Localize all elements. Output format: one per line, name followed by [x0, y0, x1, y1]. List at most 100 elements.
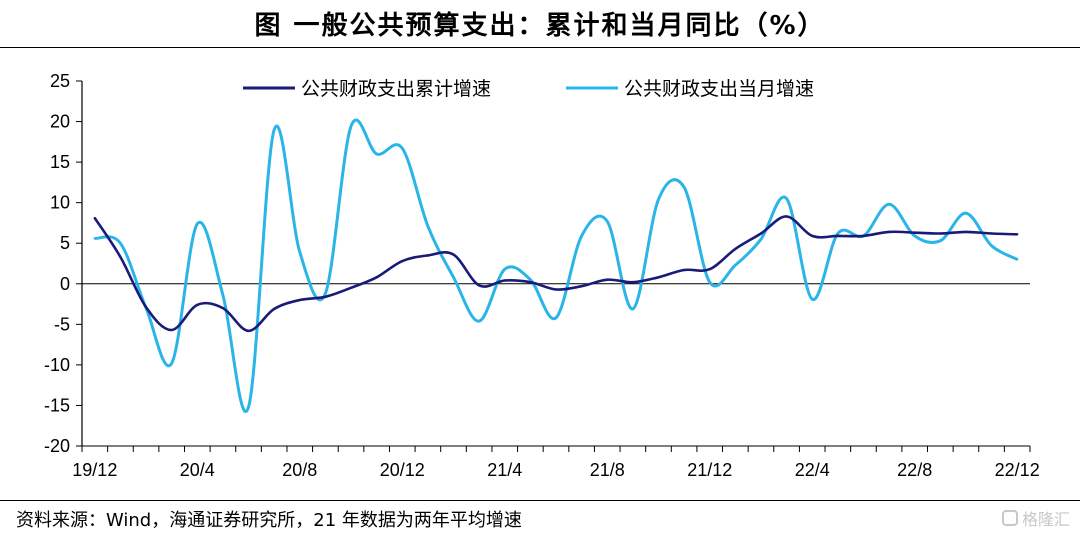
series-line-cumulative [93, 215, 1018, 333]
point-cumulative [734, 247, 737, 251]
point-cumulative [964, 230, 968, 234]
point-monthly [708, 281, 711, 284]
point-cumulative [119, 255, 122, 259]
point-cumulative [785, 215, 788, 218]
point-monthly [1016, 258, 1019, 261]
point-cumulative [324, 295, 327, 298]
point-cumulative [759, 232, 763, 235]
point-cumulative [836, 234, 839, 238]
point-cumulative [887, 230, 891, 234]
watermark-text: 格隆汇 [1021, 510, 1070, 529]
y-tick-label: 0 [60, 274, 70, 294]
point-cumulative [631, 281, 635, 284]
watermark: 格隆汇 [1001, 506, 1070, 530]
point-monthly [657, 198, 660, 201]
point-monthly [247, 405, 250, 409]
x-tick-label: 22/8 [897, 460, 932, 480]
x-tick-label: 20/4 [180, 460, 215, 480]
point-monthly [913, 234, 916, 238]
point-cumulative [247, 329, 250, 332]
point-cumulative [452, 253, 455, 256]
point-monthly [554, 316, 558, 319]
point-monthly [990, 244, 993, 247]
point-cumulative [298, 298, 301, 302]
point-monthly [836, 232, 839, 235]
x-tick-label: 21/4 [487, 460, 522, 480]
y-tick-label: 10 [50, 193, 70, 213]
point-monthly [170, 362, 173, 365]
y-tick-label: 25 [50, 71, 70, 91]
point-monthly [939, 239, 942, 242]
y-tick-label: -10 [44, 355, 70, 375]
point-monthly [503, 268, 506, 271]
point-monthly [811, 298, 814, 301]
point-monthly [324, 292, 327, 295]
point-cumulative [375, 276, 378, 279]
x-tick-label: 21/12 [687, 460, 732, 480]
point-cumulative [503, 279, 506, 282]
y-tick-label: -20 [44, 436, 70, 456]
point-cumulative [426, 254, 430, 257]
point-cumulative [682, 268, 686, 272]
y-tick-label: 15 [50, 152, 70, 172]
point-cumulative [606, 278, 609, 281]
legend-label-monthly: 公共财政支出当月增速 [624, 78, 814, 100]
point-monthly [785, 197, 788, 200]
point-monthly [682, 186, 686, 189]
point-cumulative [477, 284, 481, 287]
x-tick-label: 20/12 [380, 460, 425, 480]
x-tick-label: 20/8 [282, 460, 317, 480]
point-cumulative [93, 216, 97, 220]
chart-title: 图 一般公共预算支出：累计和当月同比（%） [254, 11, 826, 41]
point-cumulative [273, 307, 276, 311]
point-cumulative [657, 276, 660, 279]
point-monthly [529, 278, 532, 281]
chart-area: 25 20 15 10 5 0 -5 -10 -15 -20 19/12 20/4 20/8 20/12 2… [0, 48, 1080, 498]
point-cumulative [529, 281, 532, 284]
y-tick-label: -5 [54, 314, 70, 334]
watermark-logo-icon [1001, 510, 1018, 526]
point-cumulative [862, 234, 865, 238]
source-bar: 资料来源：Wind，海通证券研究所，21 年数据为两年平均增速 [0, 500, 1080, 536]
point-monthly [580, 234, 583, 238]
point-monthly [964, 212, 968, 215]
y-tick-label: -15 [44, 395, 70, 415]
x-tick-label: 19/12 [72, 460, 117, 480]
point-cumulative [811, 234, 814, 238]
legend-label-cumulative: 公共财政支出累计增速 [301, 78, 491, 100]
point-monthly [734, 263, 737, 267]
point-monthly [221, 293, 225, 297]
point-monthly [93, 237, 97, 240]
point-monthly [477, 319, 481, 323]
point-cumulative [401, 259, 404, 263]
point-monthly [196, 222, 199, 225]
point-cumulative [221, 306, 225, 310]
point-monthly [298, 250, 301, 254]
series-line-monthly [94, 118, 1018, 413]
source-note: 资料来源：Wind，海通证券研究所，21 年数据为两年平均增速 [16, 509, 522, 531]
point-cumulative [196, 303, 199, 307]
point-cumulative [580, 285, 583, 288]
point-cumulative [990, 232, 993, 235]
point-monthly [606, 220, 609, 223]
x-tick-label: 22/12 [995, 460, 1040, 480]
point-cumulative [1016, 233, 1019, 236]
x-tick-label: 22/4 [795, 460, 830, 480]
point-monthly [887, 203, 891, 206]
y-tick-label: 20 [50, 112, 70, 132]
point-cumulative [349, 286, 353, 289]
point-cumulative [554, 288, 558, 291]
point-monthly [759, 238, 763, 241]
chart-title-bar: 图 一般公共预算支出：累计和当月同比（%） [0, 0, 1080, 48]
point-cumulative [939, 232, 942, 235]
x-tick-label: 21/8 [590, 460, 625, 480]
point-cumulative [144, 306, 148, 309]
point-cumulative [708, 268, 711, 271]
point-monthly [631, 307, 635, 311]
y-tick-label: 5 [60, 233, 70, 253]
point-monthly [349, 125, 353, 128]
point-monthly [119, 242, 122, 245]
point-monthly [426, 225, 430, 228]
point-monthly [452, 276, 455, 279]
